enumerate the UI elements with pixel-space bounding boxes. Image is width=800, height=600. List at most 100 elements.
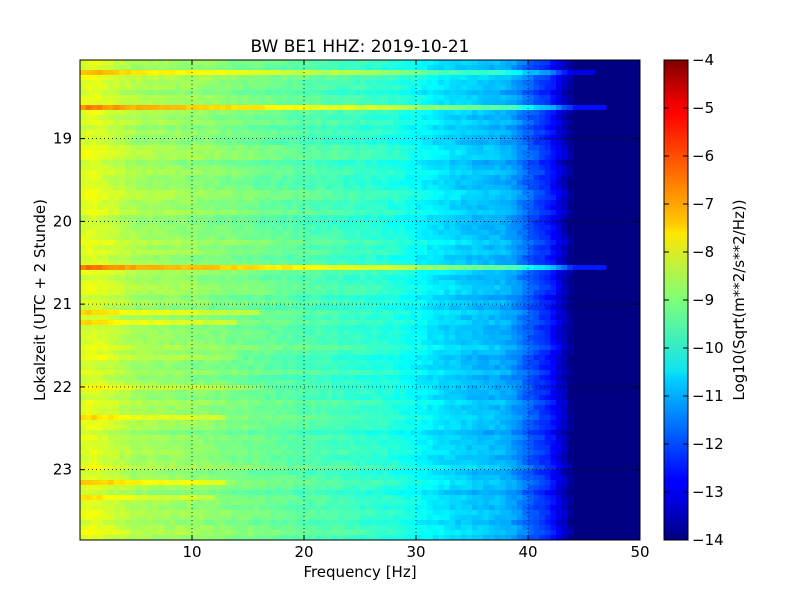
heatmap-cell xyxy=(270,175,277,181)
heatmap-cell xyxy=(102,195,109,201)
heatmap-cell xyxy=(595,300,602,306)
heatmap-cell xyxy=(634,225,640,231)
heatmap-cell xyxy=(80,195,87,201)
heatmap-cell xyxy=(315,100,322,106)
heatmap-cell xyxy=(85,90,92,96)
heatmap-cell xyxy=(264,90,271,96)
heatmap-cell xyxy=(270,285,277,291)
heatmap-cell xyxy=(281,260,288,266)
heatmap-cell xyxy=(192,125,199,131)
heatmap-cell xyxy=(595,135,602,141)
heatmap-cell xyxy=(539,85,546,91)
heatmap-cell xyxy=(248,85,255,91)
heatmap-cell xyxy=(203,160,210,166)
heatmap-cell xyxy=(533,220,540,226)
heatmap-cell xyxy=(108,165,115,171)
heatmap-cell xyxy=(354,185,361,191)
heatmap-cell xyxy=(500,80,507,86)
heatmap-cell xyxy=(483,290,490,296)
heatmap-cell xyxy=(634,155,640,161)
heatmap-cell xyxy=(421,140,428,146)
heatmap-cell xyxy=(578,95,585,101)
heatmap-cell xyxy=(320,190,327,196)
heatmap-cell xyxy=(572,65,579,71)
heatmap-cell xyxy=(152,300,159,306)
heatmap-cell xyxy=(466,230,473,236)
heatmap-cell xyxy=(192,70,199,76)
heatmap-cell xyxy=(388,95,395,101)
heatmap-cell xyxy=(477,255,484,261)
heatmap-cell xyxy=(561,165,568,171)
heatmap-cell xyxy=(119,285,126,291)
heatmap-cell xyxy=(533,200,540,206)
heatmap-cell xyxy=(494,220,501,226)
heatmap-cell xyxy=(180,230,187,236)
heatmap-cell xyxy=(556,105,563,111)
heatmap-cell xyxy=(164,110,171,116)
heatmap-cell xyxy=(343,255,350,261)
heatmap-cell xyxy=(612,150,619,156)
heatmap-cell xyxy=(606,100,613,106)
heatmap-cell xyxy=(360,110,367,116)
heatmap-cell xyxy=(130,305,137,311)
heatmap-cell xyxy=(528,85,535,91)
heatmap-cell xyxy=(460,165,467,171)
heatmap-cell xyxy=(108,245,115,251)
heatmap-cell xyxy=(124,175,131,181)
heatmap-cell xyxy=(460,175,467,181)
heatmap-cell xyxy=(158,105,165,111)
heatmap-cell xyxy=(449,260,456,266)
heatmap-cell xyxy=(416,305,423,311)
heatmap-cell xyxy=(259,145,266,151)
heatmap-cell xyxy=(365,175,372,181)
heatmap-cell xyxy=(136,135,143,141)
heatmap-cell xyxy=(332,135,339,141)
heatmap-cell xyxy=(528,65,535,71)
heatmap-cell xyxy=(427,150,434,156)
heatmap-cell xyxy=(494,110,501,116)
heatmap-cell xyxy=(186,180,193,186)
heatmap-cell xyxy=(113,280,120,286)
heatmap-cell xyxy=(96,210,103,216)
heatmap-cell xyxy=(236,160,243,166)
heatmap-cell xyxy=(192,175,199,181)
heatmap-cell xyxy=(449,240,456,246)
heatmap-cell xyxy=(242,270,249,276)
heatmap-cell xyxy=(292,90,299,96)
heatmap-cell xyxy=(309,135,316,141)
heatmap-cell xyxy=(108,170,115,176)
heatmap-cell xyxy=(360,120,367,126)
heatmap-cell xyxy=(96,110,103,116)
heatmap-cell xyxy=(438,90,445,96)
heatmap-cell xyxy=(438,80,445,86)
heatmap-cell xyxy=(544,295,551,301)
heatmap-cell xyxy=(332,80,339,86)
heatmap-cell xyxy=(488,100,495,106)
heatmap-cell xyxy=(388,105,395,111)
heatmap-cell xyxy=(388,140,395,146)
heatmap-cell xyxy=(628,150,635,156)
heatmap-cell xyxy=(460,130,467,136)
heatmap-cell xyxy=(354,245,361,251)
heatmap-cell xyxy=(225,110,232,116)
heatmap-cell xyxy=(393,90,400,96)
heatmap-cell xyxy=(253,255,260,261)
heatmap-cell xyxy=(315,135,322,141)
heatmap-cell xyxy=(259,245,266,251)
heatmap-cell xyxy=(617,200,624,206)
heatmap-cell xyxy=(276,295,283,301)
heatmap-cell xyxy=(595,215,602,221)
heatmap-cell xyxy=(488,230,495,236)
heatmap-cell xyxy=(393,150,400,156)
heatmap-cell xyxy=(136,270,143,276)
heatmap-cell xyxy=(164,250,171,256)
heatmap-cell xyxy=(197,125,204,131)
heatmap-cell xyxy=(494,255,501,261)
heatmap-cell xyxy=(623,70,630,76)
heatmap-cell xyxy=(130,245,137,251)
heatmap-cell xyxy=(404,305,411,311)
heatmap-cell xyxy=(186,290,193,296)
heatmap-cell xyxy=(505,105,512,111)
heatmap-cell xyxy=(152,150,159,156)
heatmap-cell xyxy=(460,80,467,86)
